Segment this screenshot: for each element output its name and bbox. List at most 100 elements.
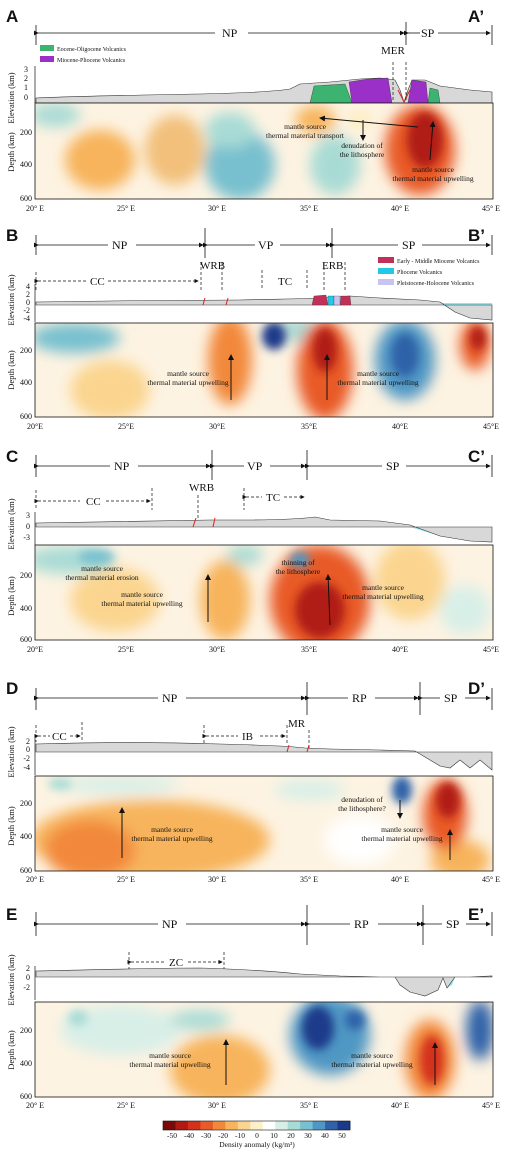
topography-profile <box>35 967 493 997</box>
svg-text:2: 2 <box>24 74 28 83</box>
panel-letter-end: D’ <box>468 679 485 698</box>
elevation-axis-label: Elevation (km) <box>6 274 16 325</box>
elevation-ticks: 2 0 -2 <box>23 964 36 1000</box>
arrows <box>228 354 330 400</box>
svg-text:-4: -4 <box>23 314 30 323</box>
colorbar-swatch <box>287 1121 301 1130</box>
density-section <box>35 323 493 417</box>
svg-text:600: 600 <box>20 866 32 875</box>
colorbar-ticks: -50 -40 -30 -20 -10 0 10 20 30 40 50 <box>167 1131 346 1140</box>
province-label: VP <box>258 238 274 252</box>
domain-label: WRB <box>200 260 225 272</box>
legend-label: Pleistocene-Holocene Volcanics <box>397 281 475 287</box>
svg-text:2: 2 <box>26 964 30 973</box>
province-label: SP <box>421 26 435 40</box>
x-ticks: 20° E 25° E 30° E 35° E 40° E 45° E <box>26 875 500 884</box>
svg-text:40° E: 40° E <box>391 204 409 213</box>
svg-text:-2: -2 <box>23 754 30 763</box>
domain-label: TC <box>266 492 280 504</box>
svg-text:2: 2 <box>26 290 30 299</box>
annotation: thermal material upwelling <box>331 1060 412 1069</box>
colorbar <box>162 1120 351 1131</box>
svg-text:30° E: 30° E <box>208 875 226 884</box>
density-section <box>35 545 493 640</box>
rift-fault <box>286 744 310 753</box>
depth-axis-label: Depth (km) <box>6 132 16 172</box>
arrows <box>223 1039 438 1085</box>
svg-text:400: 400 <box>20 832 32 841</box>
depth-axis-label: Depth (km) <box>6 350 16 390</box>
topography-profile <box>35 516 493 543</box>
domain-label: MER <box>381 45 406 57</box>
domain-label: CC <box>90 276 105 288</box>
elevation-axis-label: Elevation (km) <box>6 726 16 777</box>
annotation: denudation of <box>341 795 383 804</box>
svg-text:10: 10 <box>270 1131 278 1140</box>
svg-text:35° E: 35° E <box>300 1101 318 1110</box>
svg-text:25°E: 25°E <box>118 422 134 431</box>
province-bar <box>34 22 493 45</box>
svg-text:0: 0 <box>26 522 30 531</box>
svg-text:-30: -30 <box>201 1131 211 1140</box>
volcanics-pliocene <box>327 295 335 306</box>
legend-swatch <box>40 56 54 62</box>
volcanics-pleistocene <box>333 295 341 306</box>
svg-text:-40: -40 <box>184 1131 194 1140</box>
density-section <box>35 103 493 199</box>
depth-ticks: 200 400 600 <box>20 1026 32 1101</box>
province-label: NP <box>162 691 178 705</box>
colorbar-swatch <box>337 1121 351 1130</box>
panel-letter: D <box>6 679 18 698</box>
svg-text:45° E: 45° E <box>482 1101 500 1110</box>
colorbar-swatch <box>187 1121 201 1130</box>
domain-brackets <box>34 262 346 290</box>
svg-text:400: 400 <box>20 1059 32 1068</box>
panel-a: A A’ NP SP MER Eocene-Oligocene Volcanic… <box>6 7 500 213</box>
svg-text:20° E: 20° E <box>26 875 44 884</box>
svg-text:-10: -10 <box>235 1131 245 1140</box>
svg-text:50: 50 <box>338 1131 346 1140</box>
annotation: mantle source <box>351 1051 394 1060</box>
svg-text:25° E: 25° E <box>117 1101 135 1110</box>
density-section <box>35 1002 493 1097</box>
x-ticks: 20°E 25°E 30°E 35°E 40°E 45°E <box>27 645 499 654</box>
panel-letter: C <box>6 447 18 466</box>
svg-text:25° E: 25° E <box>117 875 135 884</box>
arrows <box>205 574 332 626</box>
province-label: SP <box>444 691 458 705</box>
svg-text:30°E: 30°E <box>209 645 225 654</box>
annotation: mantle source <box>167 369 210 378</box>
svg-text:45° E: 45° E <box>482 204 500 213</box>
colorbar-swatch <box>250 1121 264 1130</box>
panel-b: B B’ NP VP SP CC WRB <box>6 226 499 431</box>
svg-text:25° E: 25° E <box>117 204 135 213</box>
legend-swatch <box>378 279 394 285</box>
svg-text:-50: -50 <box>167 1131 177 1140</box>
annotation: thermal material upwelling <box>337 378 418 387</box>
colorbar-swatch <box>300 1121 313 1130</box>
svg-text:-2: -2 <box>23 983 30 992</box>
panel-letter: E <box>6 905 17 924</box>
province-label: NP <box>222 26 238 40</box>
svg-text:600: 600 <box>20 1092 32 1101</box>
svg-text:20: 20 <box>287 1131 295 1140</box>
svg-text:-20: -20 <box>218 1131 228 1140</box>
svg-text:35°E: 35°E <box>301 422 317 431</box>
svg-text:45° E: 45° E <box>482 875 500 884</box>
depth-ticks: 200 400 600 <box>20 128 32 203</box>
colorbar-label: Density anomaly (kg/m³) <box>219 1140 295 1149</box>
domain-label: ERB <box>322 260 343 272</box>
elevation-ticks: 2 0 -2 -4 <box>23 737 36 775</box>
annotation: the lithosphere <box>276 567 321 576</box>
svg-text:200: 200 <box>20 1026 32 1035</box>
colorbar-swatch <box>312 1121 326 1130</box>
svg-text:20°E: 20°E <box>27 422 43 431</box>
svg-text:45°E: 45°E <box>483 645 499 654</box>
province-label: SP <box>386 459 400 473</box>
annotation: thermal material upwelling <box>392 174 473 183</box>
domain-label: ZC <box>169 957 183 969</box>
annotation: mantle source <box>149 1051 192 1060</box>
annotation: mantle source <box>381 825 424 834</box>
svg-text:40° E: 40° E <box>391 1101 409 1110</box>
province-bar <box>34 905 493 945</box>
